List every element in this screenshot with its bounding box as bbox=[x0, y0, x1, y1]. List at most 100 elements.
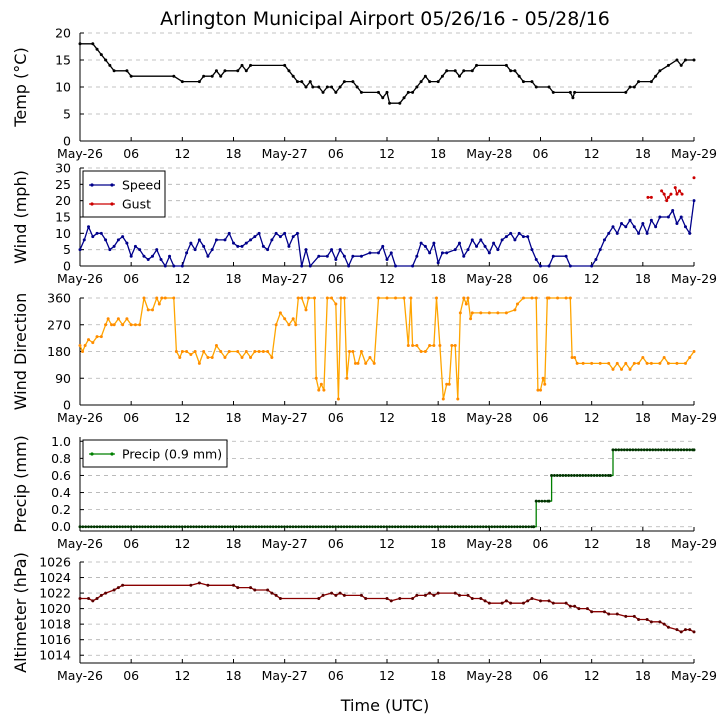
data-point bbox=[253, 235, 257, 239]
data-point bbox=[423, 74, 427, 78]
data-point bbox=[498, 525, 502, 529]
data-point bbox=[364, 361, 368, 365]
data-point bbox=[376, 251, 380, 255]
data-point bbox=[78, 525, 82, 529]
ytick-label: 90 bbox=[55, 371, 71, 386]
data-point bbox=[428, 251, 432, 255]
data-point bbox=[504, 311, 508, 315]
data-point bbox=[240, 355, 244, 359]
data-point bbox=[163, 296, 167, 300]
data-point bbox=[91, 235, 95, 239]
data-point bbox=[359, 593, 363, 597]
data-point bbox=[209, 525, 213, 529]
data-point bbox=[266, 588, 270, 592]
data-point bbox=[197, 80, 201, 84]
data-point bbox=[104, 58, 108, 62]
data-point bbox=[125, 241, 129, 245]
data-point bbox=[658, 361, 662, 365]
data-point bbox=[304, 85, 308, 89]
data-point bbox=[602, 610, 606, 614]
data-point bbox=[564, 254, 568, 258]
data-point bbox=[270, 355, 274, 359]
data-point bbox=[291, 317, 295, 321]
ytick-label: 15 bbox=[55, 53, 71, 68]
series-line-precip-0 bbox=[80, 449, 694, 528]
panel-temp: 0 5 10 15 20 May-26 06 12 18 May-27 06 12 18 May-28 06… bbox=[11, 26, 717, 162]
data-point bbox=[402, 525, 406, 529]
data-point bbox=[422, 525, 426, 529]
data-point bbox=[257, 350, 261, 353]
data-point bbox=[112, 588, 116, 592]
data-point bbox=[342, 525, 346, 529]
data-point bbox=[163, 525, 167, 529]
data-point bbox=[432, 241, 436, 245]
data-point bbox=[261, 350, 265, 353]
data-point bbox=[645, 617, 649, 621]
data-point bbox=[447, 382, 451, 386]
series-line-wdir-0 bbox=[79, 297, 695, 400]
y-axis-label: Precip (mm) bbox=[11, 435, 30, 533]
data-point bbox=[530, 597, 534, 601]
data-point bbox=[589, 474, 593, 477]
data-point bbox=[223, 355, 227, 359]
data-point bbox=[415, 344, 419, 348]
xtick-label: May-26 bbox=[57, 410, 103, 425]
data-point bbox=[649, 218, 653, 222]
data-point bbox=[439, 525, 443, 529]
ytick-label: 0.6 bbox=[51, 468, 71, 483]
data-point bbox=[470, 525, 474, 529]
data-point bbox=[654, 74, 658, 78]
data-point bbox=[500, 238, 504, 242]
data-point bbox=[274, 231, 278, 235]
data-point bbox=[180, 350, 184, 353]
data-point bbox=[283, 525, 286, 529]
data-point bbox=[311, 525, 315, 529]
xtick-label: 18 bbox=[226, 668, 242, 683]
data-point bbox=[604, 474, 607, 477]
data-point bbox=[192, 525, 195, 529]
xtick-label: 12 bbox=[379, 668, 395, 683]
data-point bbox=[457, 241, 461, 245]
data-point bbox=[432, 344, 436, 348]
panel-wdir: 0 90 180 270 360 May-26 06 12 18 May-27 06 12 18 May-… bbox=[11, 291, 717, 426]
data-point bbox=[169, 525, 173, 529]
data-point bbox=[106, 317, 110, 321]
data-point bbox=[642, 448, 646, 452]
data-point bbox=[396, 525, 400, 529]
data-point bbox=[101, 525, 105, 529]
data-point bbox=[507, 525, 511, 529]
data-point bbox=[266, 350, 270, 353]
ytick-label: 0 bbox=[63, 134, 71, 149]
data-point bbox=[692, 58, 696, 62]
data-point bbox=[598, 361, 602, 365]
data-point bbox=[483, 599, 487, 603]
data-point bbox=[632, 225, 636, 229]
data-point bbox=[679, 630, 683, 634]
data-point bbox=[398, 101, 402, 105]
data-point bbox=[270, 591, 274, 595]
data-point bbox=[214, 344, 218, 348]
data-point bbox=[351, 80, 355, 84]
ytick-label: 0.0 bbox=[51, 519, 71, 534]
data-point bbox=[254, 525, 258, 529]
ytick-label: 270 bbox=[47, 317, 71, 332]
data-point bbox=[692, 630, 696, 634]
data-point bbox=[388, 525, 391, 529]
data-point bbox=[453, 344, 457, 348]
data-point bbox=[490, 525, 494, 529]
data-point bbox=[232, 583, 235, 587]
xtick-label: May-26 bbox=[57, 146, 103, 161]
data-point bbox=[479, 238, 483, 242]
xtick-label: May-26 bbox=[57, 668, 103, 683]
data-point bbox=[160, 296, 164, 300]
data-point bbox=[206, 525, 210, 529]
xtick-label: 12 bbox=[584, 410, 600, 425]
data-point bbox=[368, 355, 372, 359]
data-point bbox=[283, 317, 287, 321]
data-point bbox=[617, 448, 621, 452]
data-point bbox=[679, 63, 683, 67]
data-point bbox=[277, 525, 281, 529]
ytick-label: 5 bbox=[63, 107, 71, 122]
xtick-label: May-28 bbox=[466, 668, 512, 683]
data-point bbox=[372, 361, 376, 365]
